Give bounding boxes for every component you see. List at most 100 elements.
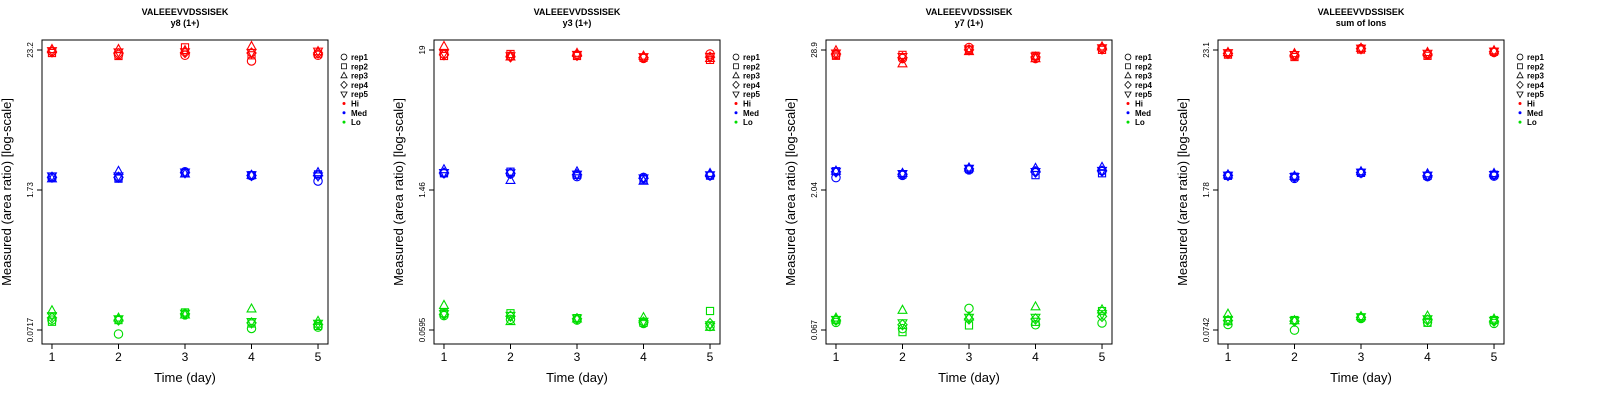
data-point-hi-rep3 <box>438 40 450 51</box>
legend-marker-rep4 <box>732 80 740 89</box>
data-point-med-rep5 <box>571 170 583 181</box>
legend-marker-rep3 <box>1516 71 1524 79</box>
x-tick-label: 5 <box>1099 350 1106 364</box>
legend-label-rep2: rep2 <box>743 62 760 71</box>
x-tick-label: 1 <box>833 350 840 364</box>
chart-title: VALEEEVVDSSISEK <box>1318 7 1405 17</box>
data-point-lo-rep2 <box>1031 317 1040 326</box>
data-point-hi-rep5 <box>1096 44 1108 54</box>
data-point-med-rep3 <box>246 169 257 179</box>
data-point-hi-rep5 <box>1222 49 1234 59</box>
x-tick-label: 3 <box>1358 350 1365 364</box>
legend-label-rep1: rep1 <box>1135 53 1152 62</box>
data-point-hi-rep5 <box>963 45 975 56</box>
x-tick-label: 1 <box>441 350 448 364</box>
data-point-lo-rep5 <box>1289 316 1300 327</box>
data-point-lo-rep5 <box>113 315 124 325</box>
legend-label-lo: Lo <box>351 118 361 127</box>
data-point-hi-rep3 <box>897 57 908 68</box>
legend-dot-med <box>1126 111 1130 115</box>
data-point-lo-rep1 <box>1223 319 1233 330</box>
legend-marker-rep4 <box>340 80 348 89</box>
legend-label-lo: Lo <box>1527 118 1537 127</box>
y-tick-label: 0.0717 <box>26 317 35 342</box>
data-point-lo-rep5 <box>1422 315 1433 325</box>
data-point-lo-rep1 <box>246 323 257 334</box>
y-tick-label: 1.73 <box>26 182 35 198</box>
legend-label-lo: Lo <box>743 118 753 127</box>
y-tick-label: 2.04 <box>810 182 819 198</box>
y-tick-label: 23.1 <box>1202 42 1211 58</box>
legend-marker-rep3 <box>1124 71 1132 79</box>
x-tick-label: 1 <box>1225 350 1232 364</box>
data-point-lo-rep5 <box>438 310 450 320</box>
x-tick-label: 1 <box>49 350 56 364</box>
data-point-lo-rep5 <box>704 321 716 331</box>
y-tick-label: 1.78 <box>1202 182 1211 198</box>
data-point-lo-rep1 <box>1489 318 1499 329</box>
legend-label-rep2: rep2 <box>351 62 368 71</box>
data-point-med-rep5 <box>638 174 649 185</box>
legend-label-rep4: rep4 <box>351 81 368 90</box>
legend-dot-lo <box>342 120 346 124</box>
y-axis-title: Measured (area ratio) [log-scale] <box>783 98 798 286</box>
legend-marker-rep1 <box>1124 53 1132 61</box>
data-point-lo-rep5 <box>571 314 583 325</box>
data-point-med-rep5 <box>46 172 58 183</box>
data-point-med-rep5 <box>897 170 908 180</box>
y-tick-label: 23.2 <box>26 42 35 58</box>
y-axis-title: Measured (area ratio) [log-scale] <box>1175 98 1190 286</box>
data-point-hi-rep5 <box>897 52 908 63</box>
legend-marker-rep5 <box>1124 91 1132 99</box>
data-point-med-rep5 <box>830 167 842 178</box>
legend-dot-hi <box>1518 102 1522 105</box>
x-tick-label: 2 <box>1291 350 1298 364</box>
data-point-lo-rep3 <box>1422 309 1433 320</box>
data-point-lo-rep5 <box>1488 316 1500 327</box>
legend-marker-rep2 <box>733 63 739 70</box>
data-point-med-rep3 <box>1030 162 1041 172</box>
data-point-lo-rep5 <box>897 319 908 329</box>
data-point-lo-rep5 <box>963 313 975 324</box>
data-point-lo-rep1 <box>1030 320 1041 330</box>
legend-marker-rep1 <box>340 53 348 61</box>
data-point-hi-rep5 <box>1289 50 1300 61</box>
data-point-med-rep5 <box>312 172 324 183</box>
x-axis-title: Time (day) <box>1330 370 1392 385</box>
plot-frame <box>433 39 721 345</box>
data-point-med-rep3 <box>312 166 324 177</box>
data-point-lo-rep5 <box>505 311 516 322</box>
legend-label-rep5: rep5 <box>1135 90 1152 99</box>
x-tick-label: 4 <box>1424 350 1431 364</box>
legend-dot-hi <box>734 102 738 105</box>
legend-dot-hi <box>1126 102 1130 105</box>
x-tick-label: 5 <box>707 350 714 364</box>
chart-subtitle: sum of Ions <box>1336 18 1387 28</box>
data-point-lo-rep3 <box>46 304 58 315</box>
data-point-hi-rep5 <box>1422 49 1433 60</box>
legend-dot-med <box>342 111 346 115</box>
legend-label-hi: Hi <box>743 100 751 109</box>
data-point-med-rep5 <box>113 172 124 183</box>
x-tick-label: 5 <box>1491 350 1498 364</box>
data-point-med-rep5 <box>246 171 257 181</box>
plot-frame <box>825 39 1113 345</box>
data-point-med-rep3 <box>1096 161 1108 171</box>
data-point-lo-rep1 <box>113 329 124 339</box>
x-tick-label: 2 <box>507 350 514 364</box>
legend-marker-rep5 <box>1516 91 1524 99</box>
data-point-hi-rep5 <box>638 53 649 63</box>
legend-label-rep2: rep2 <box>1527 62 1544 71</box>
data-point-hi-rep5 <box>505 52 516 62</box>
legend-label-lo: Lo <box>1135 118 1145 127</box>
data-point-lo-rep5 <box>1030 313 1041 324</box>
data-point-lo-rep1 <box>1097 318 1107 328</box>
legend-label-rep4: rep4 <box>1135 81 1152 90</box>
data-point-lo-rep3 <box>438 299 450 309</box>
legend-marker-rep3 <box>340 71 348 79</box>
